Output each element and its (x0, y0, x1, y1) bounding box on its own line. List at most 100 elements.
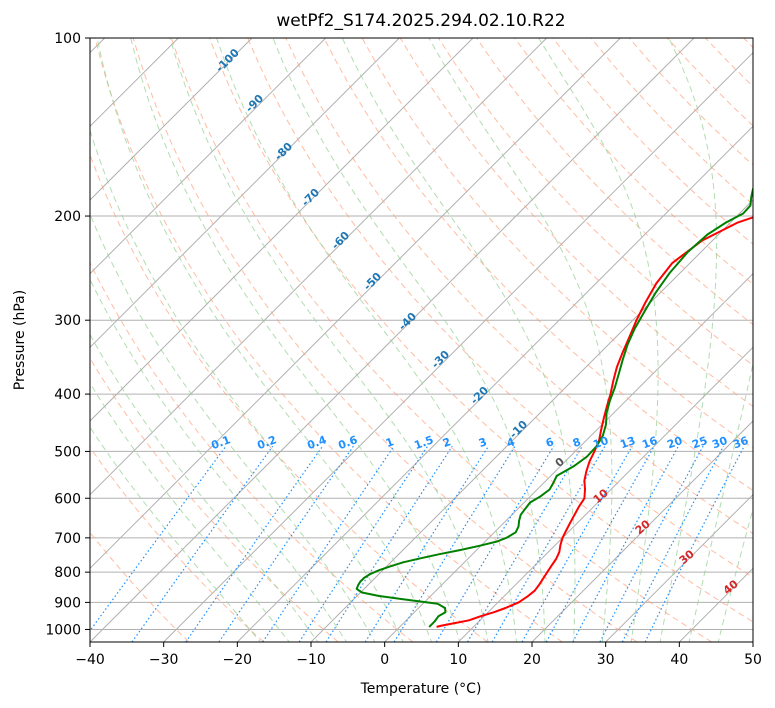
isotherm-line (90, 38, 548, 496)
mixing-ratio-line (545, 445, 655, 642)
moist-adiabat-line (169, 38, 489, 642)
mixing-ratio-label: 0.4 (305, 433, 328, 452)
mixing-ratio-line (644, 445, 745, 642)
y-tick-label: 500 (54, 444, 81, 460)
mixing-ratio-label: 3 (477, 435, 489, 450)
mixing-ratio-label: 16 (640, 434, 659, 452)
mixing-ratio-label: 25 (690, 434, 709, 451)
mixing-ratio-line (621, 445, 725, 642)
mixing-ratio-label: 20 (665, 434, 684, 452)
y-tick-label: 200 (54, 209, 81, 225)
x-tick-label: −20 (223, 652, 253, 668)
isotherm-line (90, 38, 253, 201)
moist-adiabat-line (90, 212, 376, 642)
dry-adiabat-line (90, 261, 414, 642)
mixing-ratio-label: 1 (384, 435, 396, 450)
y-tick-label: 900 (54, 595, 81, 611)
y-tick-label: 800 (54, 565, 81, 581)
mixing-ratio-line (393, 445, 516, 642)
moist-adiabat-line (717, 507, 753, 642)
y-tick-label: 400 (54, 387, 81, 403)
mixing-ratio-line (185, 445, 324, 642)
moist-adiabat-line (216, 38, 518, 642)
mixing-ratio-label: 13 (618, 434, 637, 451)
isotherm-line (236, 125, 753, 642)
isotherm-line (457, 346, 753, 642)
dry-adiabat-line (476, 38, 753, 326)
temperature-profile (436, 216, 753, 628)
mixing-ratio-label: 36 (731, 434, 750, 452)
mixing-ratio-label: 0.1 (209, 433, 232, 452)
chart-title: wetPf2_S174.2025.294.02.10.R22 (276, 11, 565, 31)
x-tick-label: −40 (75, 652, 105, 668)
y-tick-label: 300 (54, 313, 81, 329)
dry-adiabat-line (94, 38, 563, 642)
mixing-ratio-label: 6 (544, 435, 556, 450)
moist-adiabat-line (130, 38, 461, 642)
plot-area (90, 38, 753, 642)
moist-adiabat-line (90, 333, 319, 642)
moist-adiabat-line (659, 38, 718, 642)
isotherm-line (90, 38, 327, 275)
mixing-ratio-line (131, 445, 274, 642)
isotherm-line (90, 38, 474, 422)
x-tick-label: 0 (380, 652, 389, 668)
moist-adiabat-line (90, 128, 404, 642)
mixing-ratio-line (298, 445, 429, 642)
moist-adiabat-line (90, 426, 261, 642)
y-axis-label: Pressure (hPa) (12, 290, 28, 390)
mixing-ratio-line (364, 445, 490, 642)
axes: −40 −30 −20 −10 0 10 20 30 40 50 1000 900 800 700 600 5… (45, 31, 762, 668)
x-tick-label: −10 (296, 652, 326, 668)
dry-adiabat-line (247, 38, 753, 578)
dry-adiabat-line (514, 38, 753, 285)
mixing-ratio-label: 4 (505, 435, 517, 450)
moist-adiabat-line (96, 38, 433, 642)
y-tick-label: 1000 (45, 622, 81, 638)
isotherm-line (384, 272, 753, 642)
y-tick-label: 700 (54, 531, 81, 547)
dewpoint-profile (355, 186, 753, 628)
profile-series (355, 186, 753, 628)
dry-adiabat-line (90, 357, 339, 642)
dry-adiabat-line (323, 38, 753, 492)
mixing-ratio-line (262, 445, 395, 642)
dry-adiabat-line (209, 38, 753, 623)
isotherm-line (90, 38, 621, 570)
mixing-ratio-line (521, 445, 633, 642)
x-tick-label: 20 (523, 652, 541, 668)
moist-adiabat-line (428, 38, 613, 642)
mixing-ratio-label: 2 (441, 435, 453, 450)
moist-adiabat-line (341, 38, 576, 642)
isotherm-line (605, 493, 753, 642)
isotherm-line (163, 51, 753, 642)
mixing-ratio-label: 8 (571, 435, 583, 450)
dry-adiabat-line (90, 446, 264, 642)
x-tick-label: 10 (449, 652, 467, 668)
isotherm-line (90, 38, 695, 642)
dry-adiabat-line (132, 38, 638, 642)
x-tick-label: −30 (149, 652, 179, 668)
moist-adiabat-line (90, 278, 348, 642)
x-axis-label: Temperature (°C) (360, 681, 482, 697)
dry-adiabats (90, 38, 753, 642)
isotherm-line (90, 38, 400, 349)
mixing-ratio-line (435, 445, 555, 642)
dry-adiabat-line (170, 38, 712, 642)
dry-adiabat-line (285, 38, 753, 535)
y-tick-label: 100 (54, 31, 81, 47)
plot-frame (89, 37, 754, 643)
mixing-ratio-label: 30 (710, 434, 729, 452)
x-tick-label: 40 (670, 652, 688, 668)
mixing-ratio-lines (90, 445, 745, 642)
x-tick-label: 50 (744, 652, 762, 668)
mixing-ratio-line (325, 445, 453, 642)
isotherm-line (531, 420, 753, 642)
moist-adiabat-line (688, 361, 753, 642)
mixing-ratio-label: 10 (591, 434, 610, 452)
isotherm-grid (90, 38, 753, 642)
y-tick-label: 600 (54, 491, 81, 507)
mixing-ratio-label: 0.2 (255, 433, 278, 452)
mixing-ratio-label: 1.5 (412, 433, 435, 452)
